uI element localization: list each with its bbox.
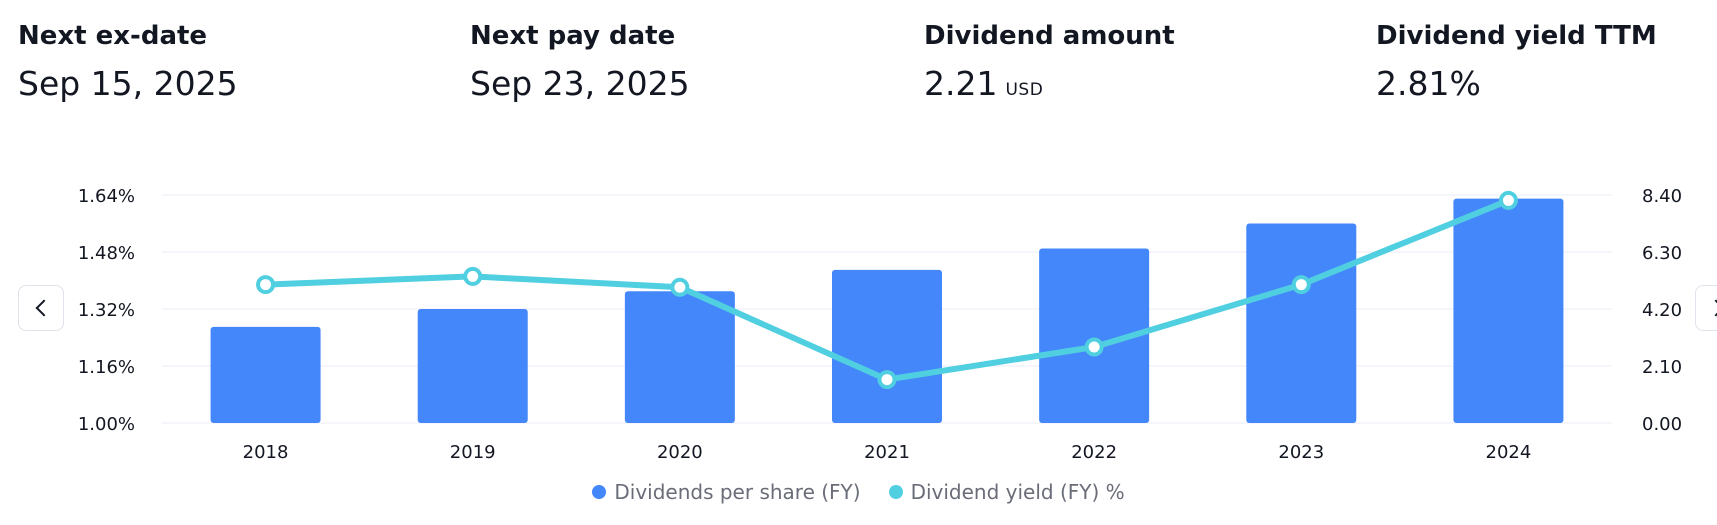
point-dividend-yield xyxy=(1084,337,1104,357)
next-ex-date-stat: Next ex-date Sep 15, 2025 xyxy=(18,18,238,106)
left-axis-tick-label: 1.32% xyxy=(78,300,135,321)
bar-dividends-per-share xyxy=(417,309,528,423)
bar-dividends-per-share xyxy=(1453,198,1564,423)
legend-swatch xyxy=(888,485,903,499)
x-axis-tick-label: 2024 xyxy=(1486,442,1532,463)
bar-dividends-per-share xyxy=(832,269,942,423)
stat-value: Sep 15, 2025 xyxy=(18,64,238,103)
next-button[interactable] xyxy=(1695,285,1717,331)
right-axis-tick-label: 8.40 xyxy=(1642,186,1682,207)
chart-legend: Dividends per share (FY) Dividend yield … xyxy=(0,480,1717,504)
point-dividend-yield xyxy=(1291,275,1311,295)
point-dividend-yield xyxy=(877,370,897,390)
legend-label: Dividends per share (FY) xyxy=(614,480,861,504)
previous-button[interactable] xyxy=(18,285,64,331)
bar-dividends-per-share xyxy=(210,326,321,423)
point-dividend-yield xyxy=(256,275,276,295)
left-axis-tick-label: 1.00% xyxy=(78,414,135,435)
bar-dividends-per-share xyxy=(1246,223,1357,423)
legend-label: Dividend yield (FY) % xyxy=(910,480,1125,504)
right-axis-tick-label: 6.30 xyxy=(1642,243,1682,264)
x-axis-tick-label: 2020 xyxy=(657,442,703,463)
x-axis-tick-label: 2022 xyxy=(1071,442,1117,463)
dividend-yield-ttm-stat: Dividend yield TTM 2.81% xyxy=(1376,18,1657,106)
bar-dividends-per-share xyxy=(1039,248,1150,423)
stat-value: 2.81% xyxy=(1376,64,1481,103)
right-axis-tick-label: 2.10 xyxy=(1642,357,1682,378)
left-axis-tick-label: 1.64% xyxy=(78,186,135,207)
stat-value: 2.21 USD xyxy=(924,64,1044,103)
legend-item-yield[interactable]: Dividend yield (FY) % xyxy=(888,480,1125,504)
x-axis-tick-label: 2023 xyxy=(1278,442,1324,463)
right-axis-tick-label: 0.00 xyxy=(1642,414,1682,435)
dividend-amount-stat: Dividend amount 2.21 USD xyxy=(924,18,1175,112)
x-axis-tick-label: 2019 xyxy=(450,442,496,463)
next-pay-date-stat: Next pay date Sep 23, 2025 xyxy=(470,18,690,106)
stat-label: Next pay date xyxy=(470,21,676,51)
stat-value: Sep 23, 2025 xyxy=(470,64,690,103)
dividend-stats: Next ex-date Sep 15, 2025 Next pay date … xyxy=(18,18,1717,108)
chevron-right-icon xyxy=(1707,299,1717,317)
currency-unit: USD xyxy=(1005,80,1044,100)
legend-item-dividends[interactable]: Dividends per share (FY) xyxy=(592,480,861,504)
point-dividend-yield xyxy=(463,266,483,286)
stat-label: Dividend yield TTM xyxy=(1376,21,1657,51)
point-dividend-yield xyxy=(1498,190,1518,210)
chevron-left-icon xyxy=(35,299,52,317)
left-axis-tick-label: 1.16% xyxy=(78,357,135,378)
stat-label: Next ex-date xyxy=(18,21,208,51)
right-axis-tick-label: 4.20 xyxy=(1642,300,1682,321)
legend-swatch xyxy=(592,485,607,499)
stat-label: Dividend amount xyxy=(924,21,1175,51)
x-axis-tick-label: 2021 xyxy=(864,442,910,463)
x-axis-tick-label: 2018 xyxy=(243,442,289,463)
bar-dividends-per-share xyxy=(624,291,735,423)
left-axis-tick-label: 1.48% xyxy=(78,243,135,264)
point-dividend-yield xyxy=(670,277,690,297)
